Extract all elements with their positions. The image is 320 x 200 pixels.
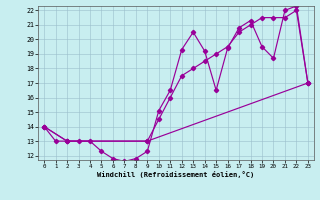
X-axis label: Windchill (Refroidissement éolien,°C): Windchill (Refroidissement éolien,°C) [97,171,255,178]
